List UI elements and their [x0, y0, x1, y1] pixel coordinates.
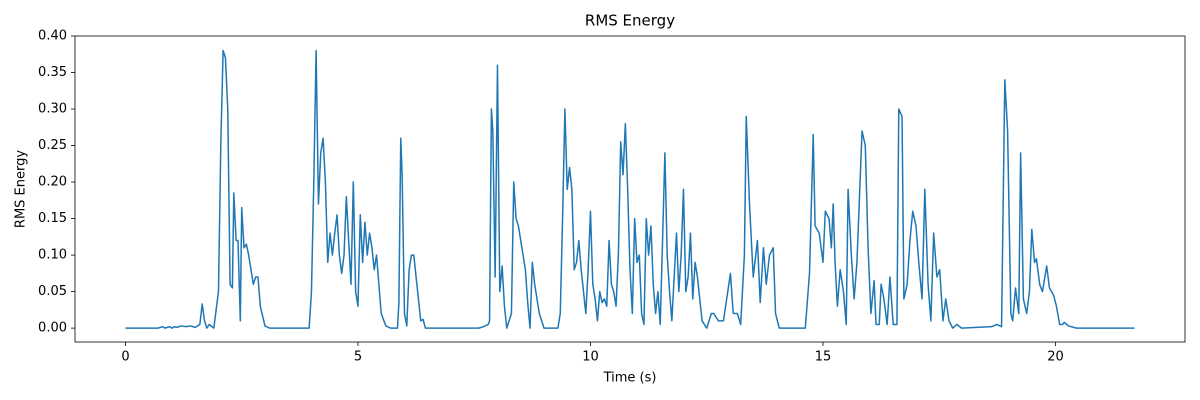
y-tick-label: 0.10 — [38, 248, 67, 263]
y-tick-label: 0.35 — [38, 65, 67, 80]
plot-frame — [74, 35, 1186, 343]
y-tick-label: 0.15 — [38, 211, 67, 226]
y-tick-label: 0.25 — [38, 138, 67, 153]
x-tick-label: 0 — [121, 350, 129, 365]
x-axis-label: Time (s) — [603, 371, 657, 386]
x-tick-label: 10 — [582, 350, 599, 365]
y-axis-label: RMS Energy — [14, 150, 29, 228]
y-tick-label: 0.40 — [38, 29, 67, 44]
x-tick-label: 5 — [354, 350, 362, 365]
y-tick-label: 0.05 — [38, 284, 67, 299]
x-tick-label: 15 — [815, 350, 832, 365]
data-line — [125, 49, 1135, 329]
y-tick-label: 0.30 — [38, 102, 67, 117]
y-tick-label: 0.20 — [38, 175, 67, 190]
chart-title: RMS Energy — [585, 12, 675, 30]
x-tick-label: 20 — [1047, 350, 1064, 365]
y-tick-label: 0.00 — [38, 321, 67, 336]
